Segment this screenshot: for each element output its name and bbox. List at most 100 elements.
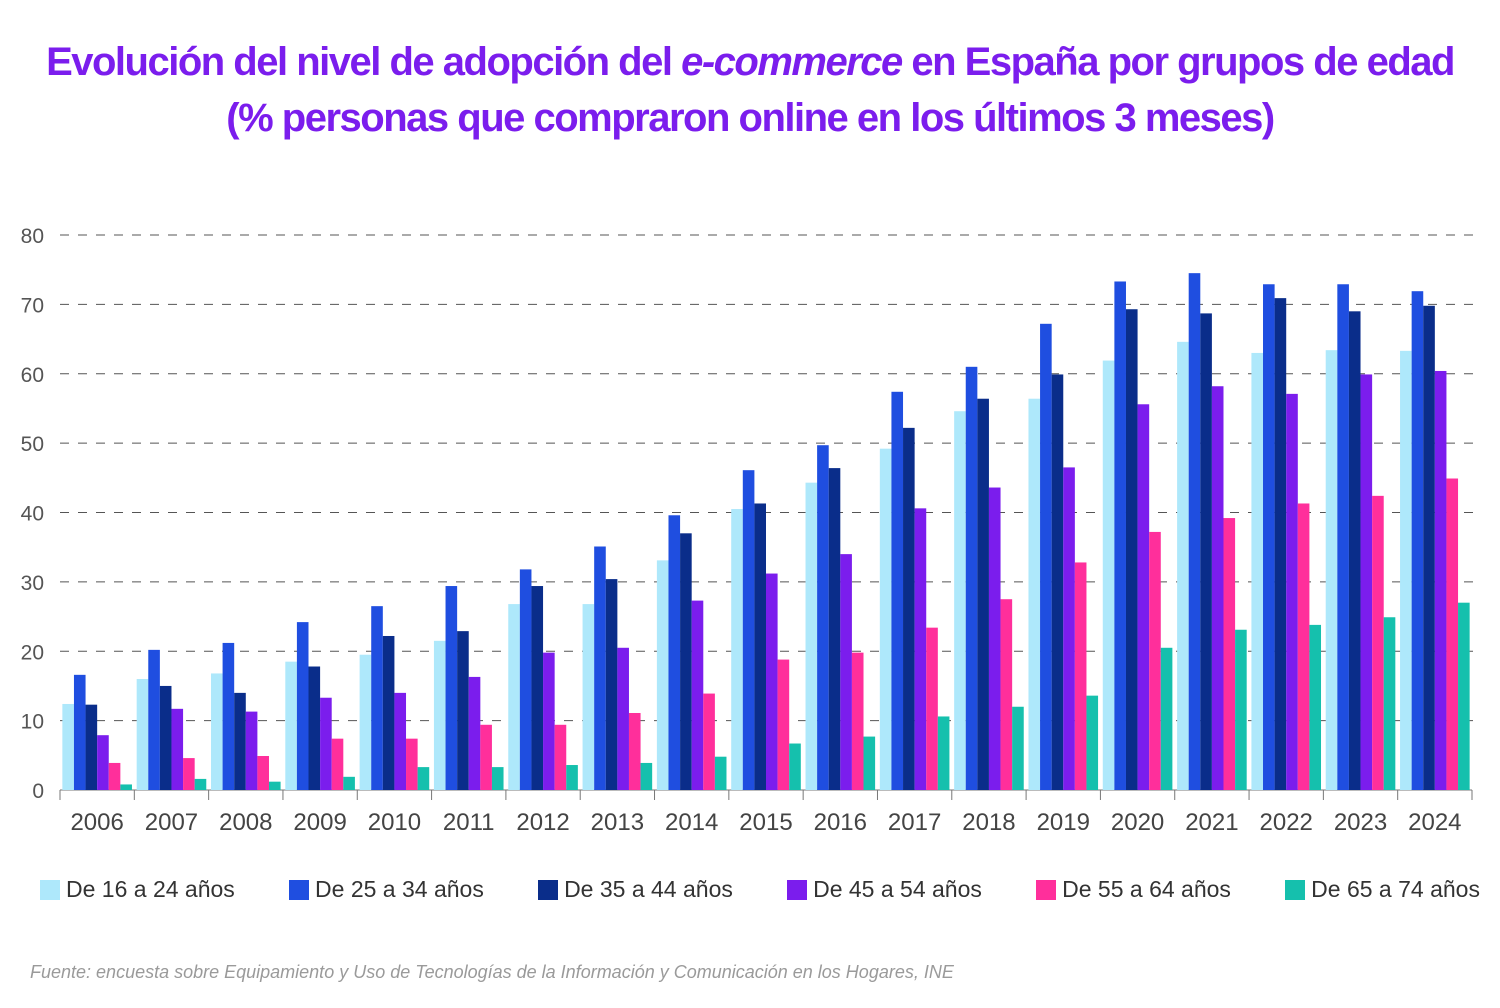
bar [1325,350,1338,790]
legend-label: De 16 a 24 años [66,876,235,902]
bar [1458,602,1470,790]
x-tick-label: 2018 [962,809,1015,836]
bar [468,676,481,790]
x-tick-label: 2013 [591,809,644,836]
x-tick-label: 2023 [1334,809,1387,836]
bar [640,762,653,790]
legend-label: De 25 a 34 años [315,876,484,902]
bar [691,600,704,790]
bar [817,445,829,790]
bar [183,758,195,790]
x-tick-label: 2020 [1111,809,1164,836]
bar [1211,386,1224,790]
bar [766,573,778,790]
bar [703,693,715,790]
legend-item: De 65 a 74 años [1285,876,1480,903]
y-tick-label: 30 [21,572,44,595]
bar [331,738,344,790]
bar [73,674,86,790]
bar [234,692,246,790]
bar [1274,298,1287,790]
x-tick-label: 2022 [1260,809,1313,836]
x-tick-label: 2016 [814,809,867,836]
title-post: en España por grupos de edad [901,40,1455,84]
legend-swatch [787,879,808,900]
bar [668,515,681,790]
bar [1337,284,1349,790]
x-tick-label: 2021 [1185,809,1238,836]
legend-item: De 16 a 24 años [40,876,235,903]
bar [754,503,766,790]
bar [222,642,235,790]
bar [1297,503,1310,790]
legend-item: De 35 a 44 años [538,876,733,903]
x-tick-label: 2024 [1408,809,1461,836]
legend-label: De 45 a 54 años [813,876,982,902]
legend-label: De 35 a 44 años [564,876,733,902]
bar [308,666,321,790]
y-tick-label: 10 [21,711,44,734]
bar [566,765,578,790]
bar [937,716,950,790]
bar [1040,323,1052,790]
legend-item: De 25 a 34 años [289,876,484,903]
bar [531,586,544,790]
title-pre: Evolución del nivel de adopción del [46,40,682,84]
bar [1051,374,1064,790]
bar [1012,706,1024,790]
bar [914,508,927,790]
bar [1235,629,1247,790]
bar [136,679,149,790]
bar [1114,281,1126,790]
bar [268,781,281,790]
bar [394,692,407,790]
bar [805,482,818,790]
bar [1400,350,1412,790]
bar [1028,398,1041,790]
bar [320,697,332,790]
bar [1411,291,1424,790]
y-tick-label: 20 [21,641,44,664]
bar [543,652,555,790]
bar [159,685,172,790]
bar [85,704,98,790]
x-tick-label: 2007 [145,809,198,836]
bar [457,631,469,790]
bar [656,560,669,790]
bar [1434,370,1447,790]
bar [863,736,876,790]
chart-legend: De 16 a 24 años De 25 a 34 años De 35 a 44… [40,876,1480,903]
x-tick-label: 2014 [665,809,718,836]
bar [617,647,629,790]
bar [903,427,915,790]
bar [1372,495,1384,790]
x-tick-label: 2017 [888,809,941,836]
bar [245,711,258,790]
bar [714,756,727,790]
bar [406,738,418,790]
bar [1446,478,1459,790]
x-tick-label: 2008 [219,809,272,836]
y-tick-label: 50 [21,433,44,456]
bar [777,659,790,790]
bar [1000,599,1013,790]
bar [1263,284,1275,790]
bar [296,622,309,790]
bar [433,640,446,790]
bar [1086,695,1099,790]
bar [1251,352,1264,790]
bar [519,569,532,790]
x-tick-label: 2010 [368,809,421,836]
bar [1223,518,1236,790]
legend-swatch [40,879,60,900]
bar [731,509,743,790]
bar [1309,624,1322,790]
bar [382,635,395,790]
chart-title-line2: (% personas que compraron online en los … [226,96,1275,140]
bar [828,468,841,790]
bar [1286,393,1298,790]
bar [977,398,989,790]
y-tick-label: 0 [32,780,44,803]
bar [1160,647,1173,790]
